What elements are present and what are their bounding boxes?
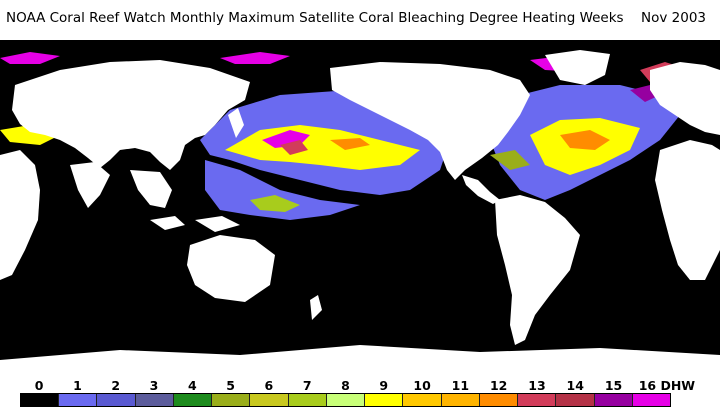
colorbar-tick-13: 13 bbox=[528, 378, 546, 393]
colorbar-swatch-5 bbox=[212, 394, 251, 406]
colorbar-tick-9: 9 bbox=[379, 378, 389, 393]
blob-n-atlantic-orange bbox=[560, 130, 610, 150]
colorbar-tick-15: 15 bbox=[604, 378, 623, 393]
colorbar-tick-5: 5 bbox=[226, 378, 235, 393]
blob-w-pacific-green bbox=[250, 195, 300, 212]
land-eurasia bbox=[12, 60, 250, 170]
land-north-america bbox=[330, 62, 530, 180]
colorbar-swatch-10 bbox=[403, 394, 442, 406]
colorbar-tick-1: 1 bbox=[73, 378, 82, 393]
title-bar: NOAA Coral Reef Watch Monthly Maximum Sa… bbox=[6, 10, 714, 30]
colorbar-tick-2: 2 bbox=[111, 378, 121, 393]
land-new-zealand bbox=[310, 295, 322, 320]
land-se-asia bbox=[130, 170, 172, 208]
colorbar-swatch-8 bbox=[326, 394, 366, 406]
blob-arctic-magenta-mid bbox=[220, 52, 290, 64]
land-greenland bbox=[545, 50, 610, 85]
blob-n-pacific-orange bbox=[330, 138, 370, 150]
colorbar-tick-14: 14 bbox=[566, 378, 584, 393]
blob-n-pacific-red bbox=[280, 140, 308, 155]
land-antarctica bbox=[0, 345, 720, 370]
colorbar bbox=[20, 393, 671, 407]
blob-caribbean-green bbox=[490, 150, 530, 170]
land-indonesia-1 bbox=[150, 216, 185, 230]
land bbox=[0, 50, 720, 370]
land-central-america bbox=[462, 175, 500, 204]
land-australia bbox=[187, 235, 275, 302]
land-europe-west bbox=[650, 62, 720, 135]
colorbar-tick-3: 3 bbox=[149, 378, 159, 393]
colorbar-swatch-2 bbox=[97, 394, 136, 406]
colorbar-swatch-3 bbox=[135, 394, 174, 406]
colorbar-swatch-0 bbox=[21, 394, 60, 406]
colorbar-tick-7: 7 bbox=[302, 378, 312, 393]
colorbar-swatch-14 bbox=[556, 394, 595, 406]
colorbar-swatch-7 bbox=[288, 394, 327, 406]
colorbar-tick-11: 11 bbox=[451, 378, 470, 393]
colorbar-swatch-4 bbox=[173, 394, 213, 406]
land-south-america bbox=[495, 195, 580, 345]
land-indonesia-2 bbox=[195, 216, 240, 232]
colorbar-tick-8: 8 bbox=[341, 378, 350, 393]
world-map bbox=[0, 40, 720, 370]
colorbar-swatch-9 bbox=[365, 394, 404, 406]
colorbar-tick-4: 4 bbox=[187, 378, 197, 393]
colorbar-swatch-12 bbox=[479, 394, 519, 406]
colorbar-tick-12: 12 bbox=[489, 378, 508, 393]
colorbar-tick-labels: 0 1 2 3 4 5 6 7 8 9 10 11 12 13 14 15 16 DHW bbox=[20, 378, 720, 394]
land-africa bbox=[655, 140, 720, 280]
colorbar-swatch-1 bbox=[59, 394, 98, 406]
colorbar-tick-0: 0 bbox=[34, 378, 44, 393]
land-india bbox=[70, 162, 110, 208]
colorbar-tick-16: 16 DHW bbox=[638, 378, 696, 393]
land-africa-wrap bbox=[0, 150, 40, 280]
colorbar-tick-6: 6 bbox=[264, 378, 274, 393]
map-date: Nov 2003 bbox=[641, 10, 706, 26]
colorbar-swatch-15 bbox=[594, 394, 633, 406]
heat-blobs bbox=[0, 52, 690, 220]
blob-arctic-magenta-nw bbox=[0, 52, 60, 64]
colorbar-swatch-11 bbox=[441, 394, 480, 406]
land-japan bbox=[228, 108, 244, 138]
colorbar-swatch-6 bbox=[250, 394, 289, 406]
map-title: NOAA Coral Reef Watch Monthly Maximum Sa… bbox=[6, 10, 624, 26]
blob-w-pacific-blue bbox=[205, 160, 360, 220]
colorbar-swatch-13 bbox=[518, 394, 557, 406]
colorbar-tick-10: 10 bbox=[413, 378, 431, 393]
colorbar-swatch-16 bbox=[632, 394, 670, 406]
